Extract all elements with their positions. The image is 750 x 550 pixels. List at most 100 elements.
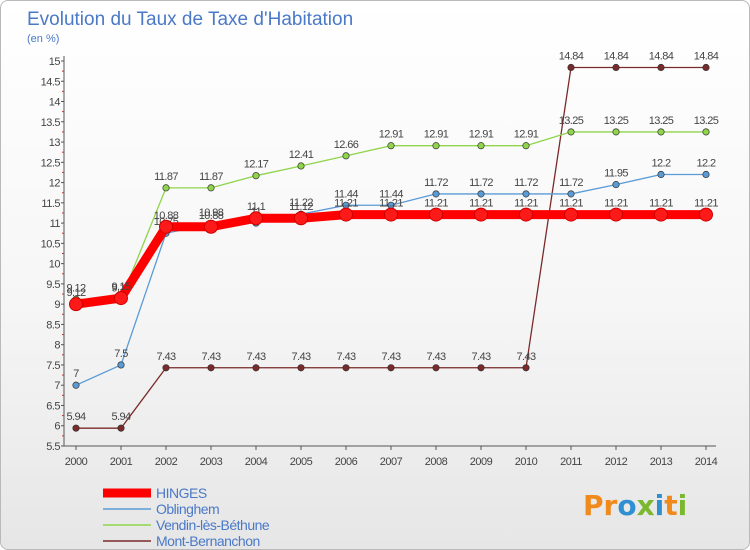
y-tick-label: 8	[54, 340, 60, 352]
data-label: 7.43	[381, 351, 400, 363]
data-label: 12.91	[469, 129, 494, 141]
series-hinges: 9.12 9.15 10.88 10.88 11.1 11.12 11.21 11.21 11.…	[66, 198, 719, 312]
data-label: 5.94	[111, 411, 130, 423]
data-label: 7.43	[426, 351, 445, 363]
data-point	[432, 142, 440, 150]
data-point	[474, 207, 488, 222]
y-tick-label: 14.5	[41, 76, 61, 88]
data-label: 11.72	[469, 177, 493, 189]
y-tick-label: 13	[49, 137, 61, 149]
data-point	[294, 211, 308, 226]
data-point	[252, 364, 260, 372]
data-point	[702, 128, 710, 136]
x-tick-label: 2014	[695, 456, 718, 468]
data-point	[477, 142, 485, 150]
y-tick-label: 7.5	[46, 360, 60, 372]
logo-letter: o	[617, 489, 637, 522]
data-point	[117, 424, 125, 432]
data-label: 7.43	[471, 351, 490, 363]
data-label: 10.88	[154, 210, 179, 222]
data-point	[72, 381, 80, 389]
chart-title: Evolution du Taux de Taxe d'Habitation	[27, 9, 353, 30]
y-tick-label: 8.5	[46, 319, 60, 331]
data-label: 11.44	[379, 188, 403, 200]
data-label: 14.84	[559, 50, 584, 62]
data-point	[72, 424, 80, 432]
legend: HINGESOblinghemVendin-lès-BéthuneMont-Be…	[103, 485, 270, 549]
x-tick-label: 2010	[515, 456, 538, 468]
data-point	[612, 181, 620, 189]
data-label: 11.72	[424, 177, 448, 189]
data-label: 7.43	[156, 351, 175, 363]
data-label: 12.41	[289, 149, 314, 161]
axes: 5.5 6 6.5 7 7.5 8 8.5 9 9.5 10 10.5 11 11.5 12 12.5 13 1…	[41, 56, 718, 468]
data-label: 11.12	[289, 201, 313, 213]
data-label: 7.43	[516, 351, 535, 363]
x-tick-label: 2000	[65, 456, 88, 468]
data-label: 13.25	[559, 115, 584, 127]
data-label: 12.91	[424, 129, 449, 141]
series-layer: 5.94 5.94 7.43 7.43 7.43 7.43 7.43 7.43 7.43 7.43…	[66, 50, 719, 432]
data-label: 11.21	[649, 198, 673, 210]
data-label: 11.21	[514, 198, 538, 210]
data-label: 11.21	[469, 198, 493, 210]
y-tick-label: 9.5	[46, 279, 60, 291]
data-label: 11.72	[559, 177, 583, 189]
data-point	[342, 364, 350, 372]
data-point	[567, 63, 575, 72]
x-tick-label: 2007	[380, 456, 403, 468]
data-label: 11.72	[514, 177, 538, 189]
data-label: 9.12	[66, 282, 85, 294]
data-label: 9.12	[66, 287, 85, 299]
data-label: 12.2	[696, 157, 715, 169]
data-point	[567, 190, 575, 198]
data-point	[567, 128, 575, 136]
series-mont-bernanchon: 5.94 5.94 7.43 7.43 7.43 7.43 7.43 7.43 7.43 7.43…	[66, 50, 719, 432]
data-point	[612, 63, 620, 72]
data-point	[252, 172, 260, 180]
series-oblinghem: 77.510.7510.981111.2211.4411.4411.7211.7…	[72, 157, 717, 389]
data-point	[69, 297, 83, 312]
y-tick-label: 9	[54, 299, 60, 311]
data-point	[207, 364, 215, 372]
data-point	[207, 184, 215, 192]
y-tick-label: 12	[49, 178, 61, 190]
x-tick-label: 2011	[560, 456, 582, 468]
data-point	[117, 361, 125, 369]
data-label: 11.21	[424, 198, 448, 210]
data-label: 12.17	[244, 159, 269, 171]
data-point	[657, 128, 665, 136]
y-tick-label: 6.5	[46, 400, 60, 412]
data-label: 11.95	[604, 168, 628, 180]
data-label: 7.5	[114, 348, 128, 360]
data-point	[204, 219, 218, 234]
data-point	[162, 364, 170, 372]
data-point	[114, 291, 128, 306]
data-label: 13.25	[649, 115, 674, 127]
y-tick-label: 15	[49, 56, 61, 68]
data-label: 7.43	[246, 351, 265, 363]
logo-letter: i	[654, 489, 665, 522]
x-tick-label: 2002	[155, 456, 178, 468]
data-label: 9.15	[111, 281, 130, 293]
data-point	[699, 207, 713, 222]
data-label: 14.84	[694, 50, 719, 62]
data-label: 11.21	[694, 198, 718, 210]
x-tick-label: 2012	[605, 456, 628, 468]
data-point	[432, 364, 440, 372]
data-point	[477, 364, 485, 372]
data-point	[339, 207, 353, 222]
data-point	[297, 162, 305, 170]
data-label: 7.43	[201, 351, 220, 363]
data-point	[432, 190, 440, 198]
data-point	[429, 207, 443, 222]
y-tick-label: 10.5	[41, 238, 61, 250]
legend-label: Vendin-lès-Béthune	[156, 517, 270, 533]
data-label: 11.21	[334, 198, 358, 210]
logo-letter: P	[583, 489, 604, 522]
data-point	[387, 142, 395, 150]
data-point	[612, 128, 620, 136]
y-tick-label: 11	[50, 218, 61, 230]
